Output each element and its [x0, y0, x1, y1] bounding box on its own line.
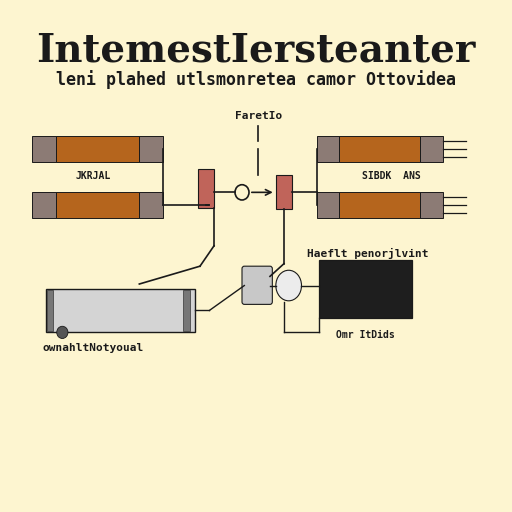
Bar: [339, 193, 420, 218]
Text: SIBDK  ANS: SIBDK ANS: [362, 170, 421, 181]
Bar: [46, 289, 196, 332]
Text: Haeflt penorjlvint: Haeflt penorjlvint: [307, 248, 429, 259]
Bar: [198, 169, 214, 208]
FancyBboxPatch shape: [242, 266, 272, 304]
Ellipse shape: [276, 270, 302, 301]
Bar: [420, 193, 443, 218]
Bar: [32, 193, 55, 218]
Text: ownahltNotyoual: ownahltNotyoual: [42, 343, 143, 353]
Bar: [139, 136, 163, 162]
Bar: [275, 175, 292, 209]
Circle shape: [57, 326, 68, 338]
Bar: [55, 193, 139, 218]
Bar: [339, 136, 420, 162]
Bar: [316, 193, 339, 218]
Text: FaretIo: FaretIo: [234, 111, 282, 121]
Text: IntemestIersteanter: IntemestIersteanter: [36, 32, 476, 70]
Text: Omr ItDids: Omr ItDids: [336, 330, 395, 340]
Bar: [55, 136, 139, 162]
Bar: [319, 260, 412, 318]
Bar: [139, 193, 163, 218]
Bar: [183, 290, 190, 331]
Bar: [420, 136, 443, 162]
Bar: [47, 290, 53, 331]
Text: leni plahed utlsmonretea camor Ottovidea: leni plahed utlsmonretea camor Ottovidea: [56, 70, 456, 89]
Bar: [32, 136, 55, 162]
Bar: [316, 136, 339, 162]
Text: JKRJAL: JKRJAL: [75, 170, 110, 181]
